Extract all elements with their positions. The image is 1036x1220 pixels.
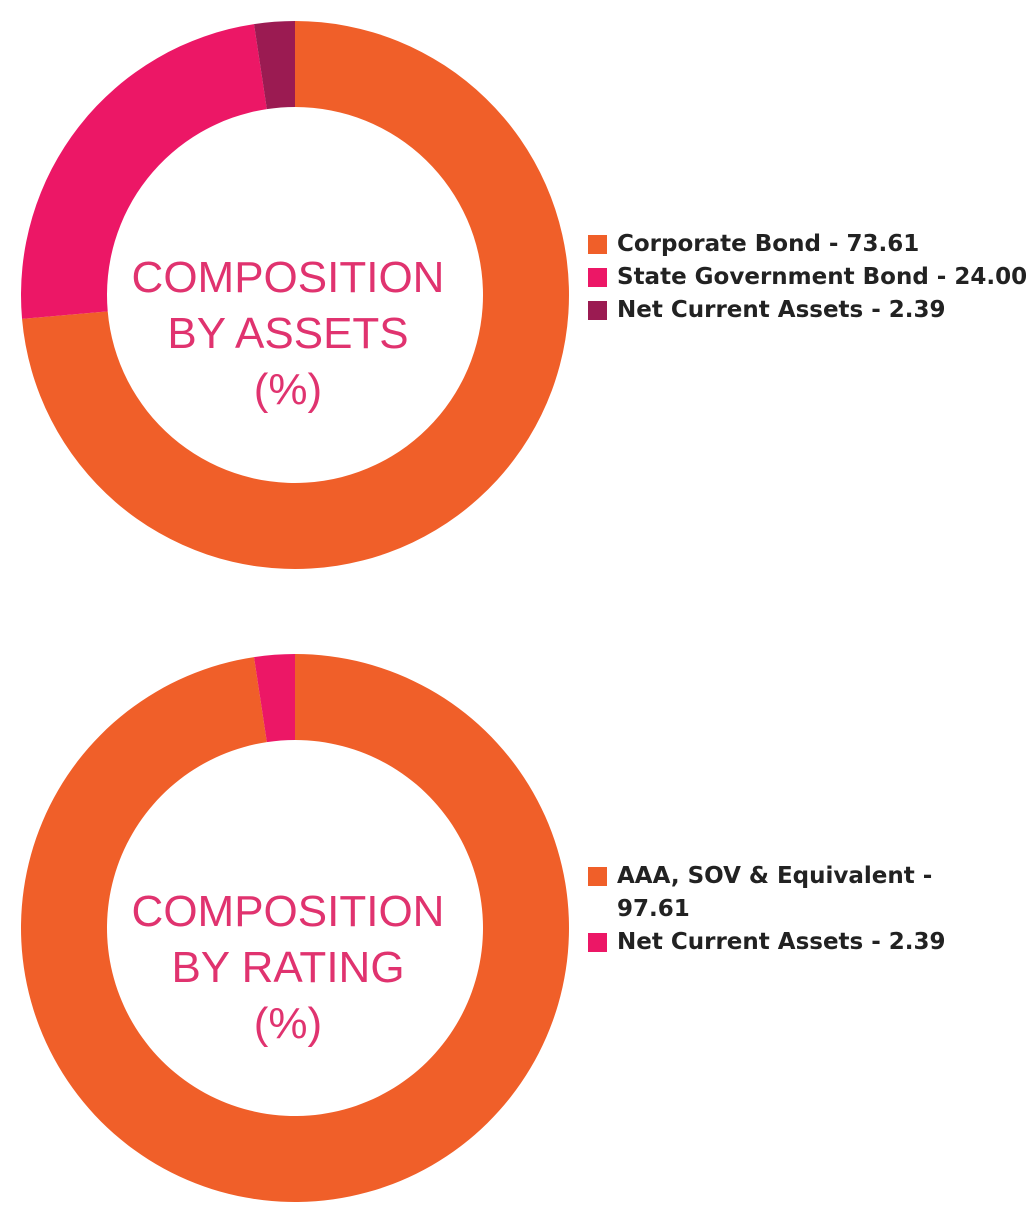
legend-swatch — [588, 867, 607, 886]
slice-state-government-bond — [20, 24, 267, 319]
rating-legend: AAA, SOV & Equivalent - 97.61 Net Curren… — [588, 860, 1028, 959]
legend-label: Net Current Assets - 2.39 — [617, 929, 946, 955]
rating-donut: COMPOSITION BY RATING (%) — [21, 654, 570, 1202]
assets-title-line-3: (%) — [254, 365, 322, 414]
slice-net-current-assets — [254, 654, 295, 743]
legend-label: State Government Bond - 24.00 — [617, 264, 1028, 290]
legend-swatch — [588, 301, 607, 320]
assets-title-line-1: COMPOSITION — [132, 253, 445, 302]
rating-title-line-1: COMPOSITION — [132, 887, 445, 936]
composition-by-assets-chart: COMPOSITION BY ASSETS (%) Corporate Bond… — [0, 0, 1036, 600]
slice-corporate-bond — [22, 21, 570, 569]
rating-slices — [21, 654, 570, 1202]
assets-title-line-2: BY ASSETS — [167, 309, 408, 358]
legend-item-net-current-assets: Net Current Assets - 2.39 — [588, 926, 1028, 959]
assets-donut: COMPOSITION BY ASSETS (%) — [20, 21, 570, 569]
rating-title-line-3: (%) — [254, 999, 322, 1048]
assets-slices — [20, 21, 570, 569]
legend-label: Corporate Bond - 73.61 — [617, 231, 920, 257]
composition-by-rating-chart: COMPOSITION BY RATING (%) AAA, SOV & Equ… — [0, 630, 1036, 1220]
legend-item-corporate-bond: Corporate Bond - 73.61 — [588, 228, 1028, 261]
legend-item-state-government-bond: State Government Bond - 24.00 — [588, 261, 1028, 294]
legend-swatch — [588, 235, 607, 254]
legend-label: Net Current Assets - 2.39 — [617, 297, 946, 323]
legend-swatch — [588, 268, 607, 287]
slice-aaa-sov-equivalent — [21, 654, 570, 1202]
slice-net-current-assets — [254, 21, 295, 110]
rating-title-line-2: BY RATING — [171, 943, 404, 992]
legend-swatch — [588, 933, 607, 952]
assets-legend: Corporate Bond - 73.61 State Government … — [588, 228, 1028, 327]
legend-item-aaa-sov-equivalent: AAA, SOV & Equivalent - 97.61 — [588, 860, 938, 926]
legend-label: AAA, SOV & Equivalent - 97.61 — [617, 863, 933, 922]
legend-item-net-current-assets: Net Current Assets - 2.39 — [588, 294, 1028, 327]
